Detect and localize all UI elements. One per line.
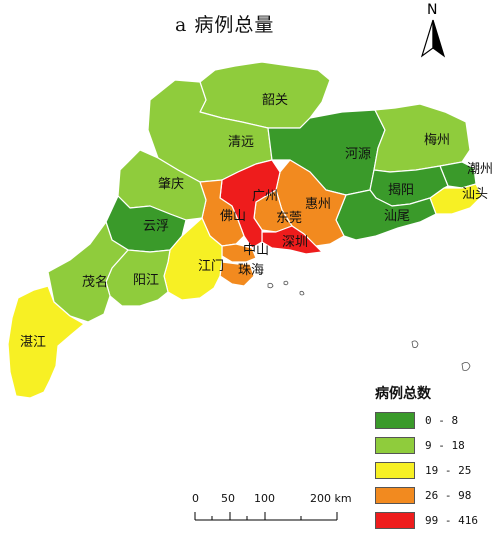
legend-item: 0 - 8 (375, 409, 495, 431)
region-meizhou (373, 103, 471, 173)
region-shenzhen (261, 225, 323, 255)
legend-item: 9 - 18 (375, 434, 495, 456)
region-label: 珠海 (238, 263, 264, 278)
north-arrow: N (418, 2, 448, 60)
scale-bar: 0 50 100 200 km (185, 492, 355, 526)
region-label: 汕头 (462, 187, 488, 202)
region-label: 东莞 (276, 211, 302, 226)
legend-swatch (375, 436, 415, 454)
region-label: 深圳 (282, 235, 308, 250)
region-label: 茂名 (82, 274, 108, 290)
legend-swatch (375, 511, 415, 529)
legend-swatch (375, 486, 415, 504)
legend-label: 99 - 416 (425, 513, 478, 527)
legend-swatch (375, 461, 415, 479)
region-label: 清远 (228, 135, 254, 150)
region-zhuhai (219, 261, 255, 287)
scale-tick-0: 0 (192, 492, 199, 505)
legend-label: 9 - 18 (425, 438, 465, 452)
legend-item: 26 - 98 (375, 484, 495, 506)
region-label: 河源 (345, 147, 371, 162)
legend-title: 病例总数 (375, 386, 431, 402)
legend-label: 26 - 98 (425, 488, 472, 502)
map-legend: 病例总数 0 - 8 9 - 18 19 - 25 26 - 98 99 - 416 (375, 383, 495, 534)
north-label: N (427, 2, 438, 18)
region-label: 梅州 (424, 133, 450, 148)
map-title: a 病例总量 (175, 14, 275, 36)
region-label: 广州 (252, 189, 278, 204)
legend-label: 19 - 25 (425, 463, 472, 477)
region-label: 佛山 (220, 209, 246, 224)
region-label: 揭阳 (388, 183, 414, 198)
islands (267, 280, 471, 371)
region-shantou (429, 183, 483, 215)
scale-tick-200km: 200 km (310, 492, 352, 505)
scale-tick-100: 100 (254, 492, 275, 505)
legend-swatch (375, 411, 415, 429)
scale-tick-50: 50 (221, 492, 235, 505)
region-label: 惠州 (305, 197, 331, 212)
region-zhanjiang (7, 285, 85, 399)
region-label: 潮州 (467, 162, 493, 177)
north-arrow-icon (420, 19, 446, 58)
legend-item: 19 - 25 (375, 459, 495, 481)
region-label: 湛江 (20, 335, 46, 350)
legend-item: 99 - 416 (375, 509, 495, 531)
region-label: 阳江 (133, 273, 159, 288)
scale-bar-graphic (194, 512, 338, 521)
region-zhongshan (221, 243, 257, 263)
region-label: 韶关 (262, 92, 288, 108)
region-label: 中山 (243, 243, 269, 258)
region-label: 汕尾 (384, 209, 410, 224)
region-label: 江门 (198, 259, 224, 274)
legend-label: 0 - 8 (425, 413, 459, 427)
region-label: 肇庆 (158, 177, 184, 192)
region-label: 云浮 (143, 219, 169, 234)
region-maoming (47, 221, 129, 323)
